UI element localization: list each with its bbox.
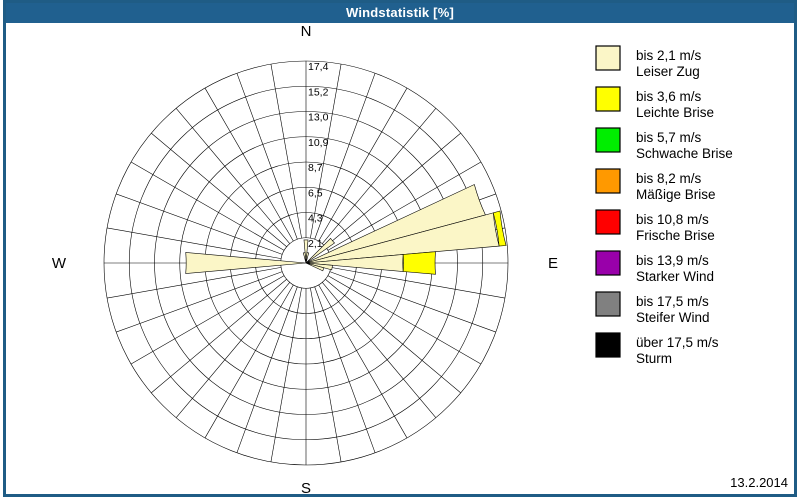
svg-text:bis 3,6 m/s: bis 3,6 m/s	[636, 89, 702, 104]
svg-text:bis 10,8 m/s: bis 10,8 m/s	[636, 212, 709, 227]
svg-text:Sturm: Sturm	[636, 351, 672, 366]
svg-text:Leiser Zug: Leiser Zug	[636, 64, 700, 79]
svg-text:bis 17,5 m/s: bis 17,5 m/s	[636, 294, 709, 309]
svg-text:Steifer Wind: Steifer Wind	[636, 310, 710, 325]
svg-text:13,0: 13,0	[308, 112, 329, 124]
svg-text:17,4: 17,4	[308, 61, 329, 73]
svg-text:Frische Brise: Frische Brise	[636, 228, 715, 243]
svg-text:bis 8,2 m/s: bis 8,2 m/s	[636, 171, 702, 186]
svg-text:E: E	[548, 255, 558, 272]
svg-text:6,5: 6,5	[308, 187, 323, 199]
svg-text:Mäßige Brise: Mäßige Brise	[636, 187, 716, 202]
svg-text:bis 5,7 m/s: bis 5,7 m/s	[636, 130, 702, 145]
svg-text:Schwache Brise: Schwache Brise	[636, 146, 733, 161]
svg-text:15,2: 15,2	[308, 86, 329, 98]
svg-text:2,1: 2,1	[308, 238, 323, 250]
svg-text:Starker Wind: Starker Wind	[636, 269, 714, 284]
svg-text:S: S	[301, 480, 311, 497]
svg-text:Leichte Brise: Leichte Brise	[636, 105, 714, 120]
svg-text:bis 13,9 m/s: bis 13,9 m/s	[636, 253, 709, 268]
svg-text:4,3: 4,3	[308, 213, 323, 225]
svg-text:N: N	[301, 23, 312, 40]
svg-text:über 17,5 m/s: über 17,5 m/s	[636, 335, 719, 350]
svg-text:8,7: 8,7	[308, 162, 323, 174]
svg-text:W: W	[52, 255, 67, 272]
svg-text:bis 2,1 m/s: bis 2,1 m/s	[636, 48, 702, 63]
svg-text:10,9: 10,9	[308, 137, 329, 149]
